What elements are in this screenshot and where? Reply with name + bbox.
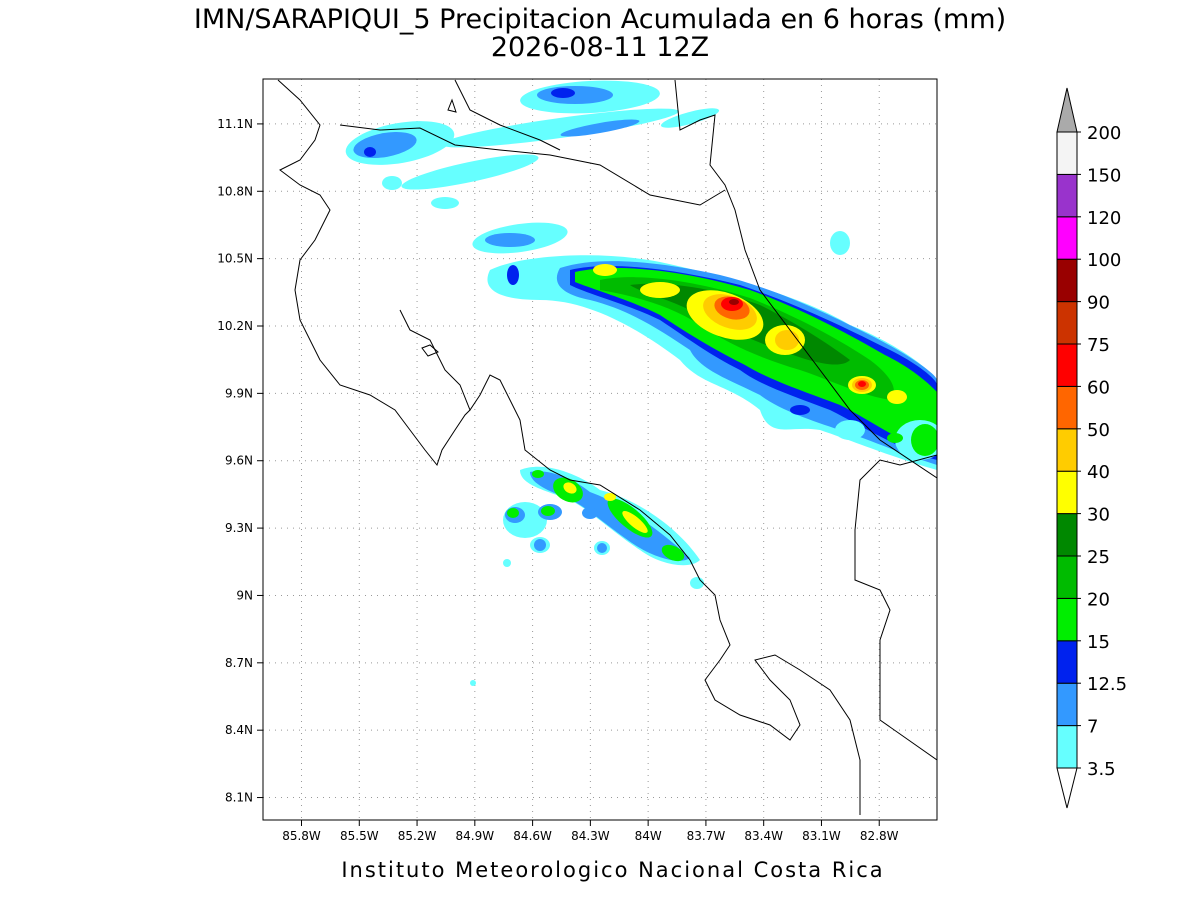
colorbar-label: 200	[1087, 123, 1121, 144]
colorbar-segment	[1056, 385, 1078, 430]
x-tick-label: 85.8W	[282, 829, 321, 843]
colorbar: 3.5 7 12.5 15 20 25 30 40 50 60 75 90 100 120 150 200	[1056, 87, 1127, 809]
colorbar-segment	[1056, 640, 1078, 684]
y-tick-label: 11.1N	[217, 117, 253, 131]
colorbar-segment	[1056, 725, 1078, 769]
colorbar-label: 7	[1087, 717, 1098, 738]
colorbar-segment	[1056, 428, 1078, 472]
colorbar-label: 12.5	[1087, 674, 1127, 695]
colorbar-label: 40	[1087, 462, 1110, 483]
map-frame	[262, 78, 938, 821]
x-tick-label: 82.8W	[860, 829, 899, 843]
y-tick-label: 9N	[236, 588, 253, 602]
x-tick-label: 84W	[635, 829, 662, 843]
grid	[263, 79, 937, 820]
colorbar-segment	[1056, 470, 1078, 515]
y-tick-label: 9.9N	[225, 386, 253, 400]
colorbar-segment	[1056, 216, 1078, 260]
colorbar-label: 30	[1087, 505, 1110, 526]
colorbar-under	[1056, 767, 1078, 809]
map-subtitle: 2026-08-11 12Z	[491, 32, 709, 63]
x-tick-label: 84.6W	[513, 829, 552, 843]
x-tick-label: 85.5W	[340, 829, 379, 843]
y-tick-label: 8.4N	[225, 723, 253, 737]
coastlines	[277, 79, 937, 815]
colorbar-segment	[1056, 131, 1078, 175]
colorbar-label: 3.5	[1087, 759, 1116, 780]
x-tick-label: 84.3W	[571, 829, 610, 843]
y-tick-label: 8.7N	[225, 656, 253, 670]
x-tick-label: 85.2W	[398, 829, 437, 843]
colorbar-label: 50	[1087, 420, 1110, 441]
x-tick-label: 83.4W	[744, 829, 783, 843]
map-title: IMN/SARAPIQUI_5 Precipitacion Acumulada …	[194, 4, 1006, 35]
precipitation-field	[345, 80, 937, 686]
colorbar-segment	[1056, 682, 1078, 727]
y-tick-label: 8.1N	[225, 791, 253, 805]
colorbar-label: 100	[1087, 250, 1121, 271]
colorbar-label: 120	[1087, 208, 1121, 229]
colorbar-label: 60	[1087, 377, 1110, 398]
colorbar-segment	[1056, 301, 1078, 345]
colorbar-segment	[1056, 513, 1078, 557]
colorbar-label: 75	[1087, 335, 1110, 356]
x-tick-label: 83.7W	[687, 829, 726, 843]
y-tick-label: 10.5N	[217, 252, 253, 266]
colorbar-segment	[1056, 258, 1078, 303]
y-tick-label: 10.8N	[217, 184, 253, 198]
x-tick-label: 84.9W	[456, 829, 495, 843]
y-tick-label: 9.6N	[225, 454, 253, 468]
colorbar-segment	[1056, 343, 1078, 387]
map-footer: Instituto Meteorologico Nacional Costa R…	[341, 858, 884, 882]
colorbar-segment	[1056, 555, 1078, 599]
y-tick-label: 10.2N	[217, 319, 253, 333]
colorbar-label: 25	[1087, 547, 1110, 568]
colorbar-label: 15	[1087, 632, 1110, 653]
colorbar-label: 90	[1087, 293, 1110, 314]
x-tick-label: 83.1W	[802, 829, 841, 843]
colorbar-label: 150	[1087, 165, 1121, 186]
colorbar-over	[1056, 87, 1078, 133]
y-tick-label: 9.3N	[225, 521, 253, 535]
colorbar-segment	[1056, 597, 1078, 642]
colorbar-label: 20	[1087, 589, 1110, 610]
colorbar-segment	[1056, 173, 1078, 218]
axes: 85.8W 85.5W 85.2W 84.9W 84.6W 84.3W 84W 83.7W 83…	[217, 117, 898, 843]
